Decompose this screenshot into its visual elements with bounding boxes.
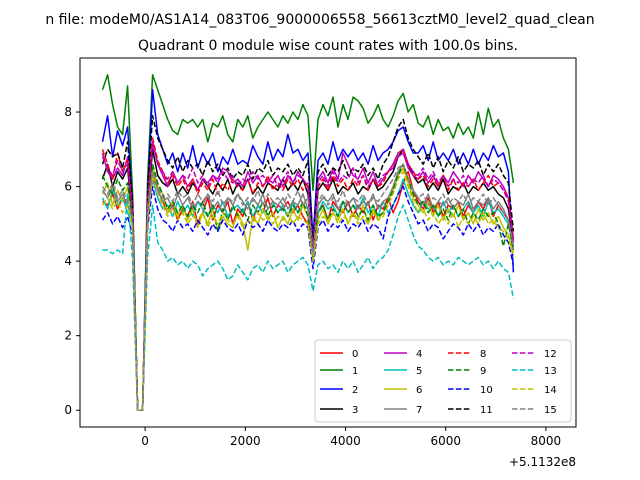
plot-frame [79, 57, 577, 428]
legend-label-9: 9 [480, 366, 486, 377]
legend-label-3: 3 [352, 405, 358, 416]
y-tick-label: 2 [64, 329, 72, 343]
legend-label-4: 4 [416, 349, 422, 360]
legend-label-7: 7 [416, 405, 422, 416]
legend-box [314, 339, 572, 423]
series-line-11 [101, 115, 515, 411]
x-tick-label: 2000 [230, 434, 261, 448]
y-tick-label: 4 [64, 254, 72, 268]
series-line-1 [101, 74, 515, 411]
legend-label-2: 2 [352, 385, 358, 396]
legend-label-1: 1 [352, 366, 358, 377]
legend-label-15: 15 [544, 405, 557, 416]
legend-label-10: 10 [480, 385, 493, 396]
legend-label-5: 5 [416, 366, 422, 377]
x-tick-label: 0 [141, 434, 149, 448]
series-layer [101, 74, 515, 411]
chart-title: Quadrant 0 module wise count rates with … [138, 38, 518, 54]
legend-label-11: 11 [480, 405, 493, 416]
series-line-2 [101, 88, 515, 411]
x-tick-label: 8000 [531, 434, 562, 448]
x-tick-label: 6000 [430, 434, 461, 448]
legend-label-0: 0 [352, 349, 358, 360]
x-offset-label: +5.1132e8 [509, 455, 576, 469]
y-axis: 0 2 4 6 8 [64, 105, 80, 417]
y-tick-label: 8 [64, 105, 72, 119]
series-line-15 [101, 163, 515, 411]
figure-suptitle: n file: modeM0/AS1A14_083T06_9000006558_… [45, 12, 594, 28]
legend-label-8: 8 [480, 349, 486, 360]
x-axis: 0 2000 4000 6000 8000 [141, 427, 561, 448]
legend-label-14: 14 [544, 385, 557, 396]
legend-label-12: 12 [544, 349, 557, 360]
x-tick-label: 4000 [330, 434, 361, 448]
legend-label-6: 6 [416, 385, 422, 396]
series-line-14 [101, 170, 515, 411]
y-tick-label: 6 [64, 180, 72, 194]
series-line-13 [102, 193, 515, 411]
series-line-9 [101, 163, 515, 411]
series-line-8 [101, 137, 515, 411]
y-tick-label: 0 [64, 403, 72, 417]
series-line-12 [101, 141, 515, 411]
legend-label-13: 13 [544, 366, 557, 377]
